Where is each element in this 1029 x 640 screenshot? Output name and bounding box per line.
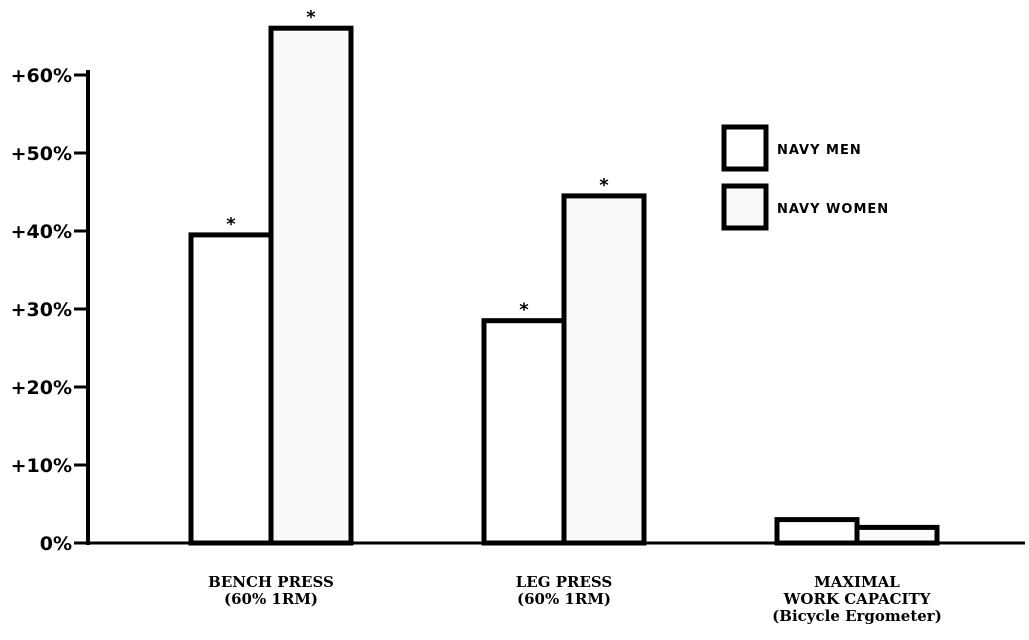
y-tick-label: +10% bbox=[11, 455, 72, 477]
legend: NAVY MEN NAVY WOMEN bbox=[724, 127, 889, 228]
category-labels: BENCH PRESS(60% 1RM)LEG PRESS(60% 1RM)MA… bbox=[208, 573, 942, 625]
legend-swatch bbox=[724, 127, 766, 169]
bar-navy-men bbox=[777, 520, 857, 543]
y-tick-label: +20% bbox=[11, 377, 72, 399]
bar-navy-women bbox=[857, 527, 937, 543]
bar-navy-women bbox=[564, 196, 644, 543]
legend-label: NAVY MEN bbox=[777, 143, 862, 158]
bar-navy-men bbox=[191, 235, 271, 543]
bar-navy-men bbox=[484, 321, 564, 543]
y-tick-label: 0% bbox=[40, 533, 72, 555]
category-label: WORK CAPACITY bbox=[783, 590, 931, 608]
y-tick-label: +40% bbox=[11, 221, 72, 243]
significance-mark: * bbox=[599, 175, 609, 196]
category-label: BENCH PRESS bbox=[208, 573, 334, 591]
category-label: LEG PRESS bbox=[516, 573, 613, 591]
y-tick-label: +60% bbox=[11, 65, 72, 87]
legend-label: NAVY WOMEN bbox=[777, 202, 889, 217]
category-label: (60% 1RM) bbox=[224, 590, 318, 608]
significance-mark: * bbox=[306, 7, 316, 28]
category-label: (60% 1RM) bbox=[517, 590, 611, 608]
significance-mark: * bbox=[226, 214, 236, 235]
y-tick-label: +30% bbox=[11, 299, 72, 321]
category-label: (Bicycle Ergometer) bbox=[772, 607, 942, 625]
legend-swatch bbox=[724, 186, 766, 228]
significance-mark: * bbox=[519, 300, 529, 321]
bars: * * * * bbox=[191, 7, 937, 543]
category-label: MAXIMAL bbox=[814, 573, 900, 591]
y-tick-label: +50% bbox=[11, 143, 72, 165]
y-axis-ticks: 0% +10% +20% +30% +40% +50% +60% bbox=[11, 65, 88, 555]
bar-navy-women bbox=[271, 28, 351, 543]
